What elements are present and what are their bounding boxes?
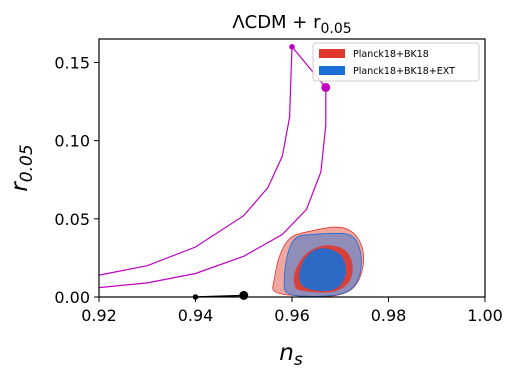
magenta-line-outer [98, 87, 327, 289]
contour-68-planck18-bk18-ext [299, 248, 346, 292]
chart-title: ΛCDM + r0.05 [232, 12, 351, 37]
x-tick-label: 0.92 [81, 306, 117, 325]
legend-swatch-planck18-bk18 [319, 49, 345, 58]
magenta-point-0 [289, 44, 295, 50]
y-tick-label: 0.10 [54, 132, 90, 151]
legend-label-planck18-bk18-ext: Planck18+BK18+EXT [353, 66, 455, 77]
x-tick-label: 1.00 [467, 306, 503, 325]
y-tick-label: 0.05 [54, 210, 90, 229]
legend-swatch-planck18-bk18-ext [319, 66, 345, 75]
x-tick-label: 0.96 [274, 306, 310, 325]
x-tick-label: 0.98 [371, 306, 407, 325]
legend: Planck18+BK18 Planck18+BK18+EXT [312, 42, 480, 82]
y-tick-label: 0.00 [54, 288, 90, 307]
y-axis-title: r0.05 [7, 144, 37, 191]
magenta-line-inner [98, 46, 293, 276]
x-tick-label: 0.94 [178, 306, 214, 325]
black-point-1 [239, 290, 249, 300]
magenta-point-1 [321, 82, 331, 92]
y-tick-label: 0.15 [54, 53, 90, 72]
x-axis-title: ns [279, 340, 303, 369]
legend-label-planck18-bk18: Planck18+BK18 [353, 49, 429, 60]
legend-box [312, 42, 480, 82]
